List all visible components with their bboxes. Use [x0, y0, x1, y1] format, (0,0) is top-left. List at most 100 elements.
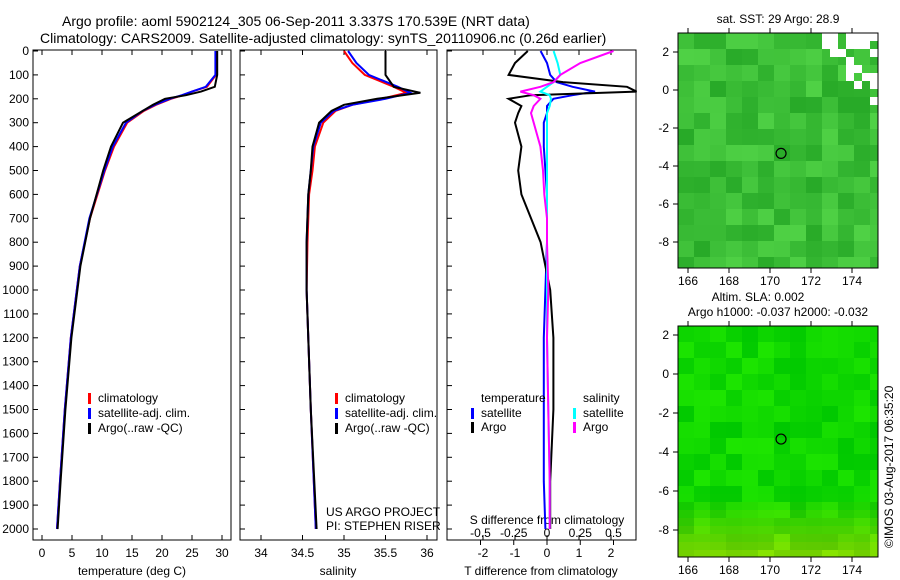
- s-sat-legend-label: satellite: [583, 406, 624, 420]
- map-cell: [734, 73, 742, 81]
- map-cell: [814, 358, 822, 366]
- map-cell: [774, 65, 782, 73]
- s-axis-tick-label: 0.5: [605, 526, 622, 540]
- map-cell: [694, 57, 702, 65]
- map-cell: [774, 177, 782, 185]
- map-cell: [854, 113, 862, 121]
- map-cell: [758, 57, 766, 65]
- map-cell: [774, 201, 782, 209]
- map-cell: [854, 185, 862, 193]
- map-cell: [790, 334, 798, 342]
- map-cell: [694, 225, 702, 233]
- map-cell: [846, 462, 854, 470]
- y-tick-label: 2000: [2, 522, 29, 536]
- map-cell: [758, 65, 766, 73]
- map-cell: [678, 161, 686, 169]
- map-cell: [694, 494, 702, 502]
- series-line-satellite-adj--clim-: [305, 50, 414, 530]
- map-y-tick-label: -2: [658, 406, 669, 420]
- y-tick-label: 700: [9, 211, 29, 225]
- map-cell: [742, 430, 750, 438]
- map-cell: [702, 462, 710, 470]
- map-cell: [822, 526, 830, 534]
- map-cell: [702, 366, 710, 374]
- x-tick-label: -1: [510, 546, 521, 560]
- map-cell: [814, 89, 822, 97]
- map-cell: [774, 185, 782, 193]
- map-cell: [806, 358, 814, 366]
- map-cell: [758, 185, 766, 193]
- map-cell: [838, 518, 846, 526]
- temp-legend-label: satellite-adj. clim.: [98, 406, 190, 420]
- map-cell: [790, 49, 798, 57]
- map-cell: [782, 462, 790, 470]
- map-cell: [838, 462, 846, 470]
- map-cell: [806, 342, 814, 350]
- map-cell: [694, 550, 702, 557]
- map-cell: [734, 414, 742, 422]
- map-cell: [710, 89, 718, 97]
- y-tick-label: 1000: [2, 283, 29, 297]
- y-tick-label: 0: [22, 44, 29, 58]
- map-cell: [790, 414, 798, 422]
- map-cell: [798, 209, 806, 217]
- map-cell: [846, 185, 854, 193]
- map-cell: [694, 73, 702, 81]
- map-cell: [830, 406, 838, 414]
- map-cell: [798, 121, 806, 129]
- map-cell: [806, 257, 814, 265]
- map-x-tick-label: 174: [842, 563, 862, 577]
- map-cell: [758, 89, 766, 97]
- map-cell: [862, 534, 870, 542]
- map-cell: [814, 398, 822, 406]
- map-cell: [758, 502, 766, 510]
- map-cell: [782, 454, 790, 462]
- map-cell: [806, 438, 814, 446]
- map-x-tick-label: 166: [678, 274, 698, 288]
- map-cell: [838, 33, 846, 41]
- map-cell: [822, 414, 830, 422]
- map-cell: [862, 249, 870, 257]
- map-cell: [710, 406, 718, 414]
- map-cell: [822, 193, 830, 201]
- map-cell: [766, 478, 774, 486]
- map-cell: [854, 542, 862, 550]
- map-cell: [750, 241, 758, 249]
- map-cell: [686, 73, 694, 81]
- map-cell: [734, 33, 742, 41]
- map-cell: [830, 550, 838, 557]
- map-cell: [678, 249, 686, 257]
- map-cell: [750, 217, 758, 225]
- map-cell: [838, 382, 846, 390]
- map-cell: [774, 462, 782, 470]
- map-cell: [870, 217, 878, 225]
- map-cell: [758, 73, 766, 81]
- map-cell: [846, 542, 854, 550]
- map-cell: [678, 510, 686, 518]
- legend-header-temperature: temperature: [481, 391, 546, 405]
- map-cell: [846, 257, 854, 265]
- map-cell: [718, 73, 726, 81]
- map-cell: [846, 217, 854, 225]
- map-cell: [710, 233, 718, 241]
- map-cell: [830, 342, 838, 350]
- map-cell: [830, 390, 838, 398]
- map-cell: [870, 326, 878, 334]
- map-cell: [806, 209, 814, 217]
- map-cell: [822, 334, 830, 342]
- map-cell: [718, 398, 726, 406]
- s-axis-tick-label: 0: [544, 526, 551, 540]
- map-cell: [846, 121, 854, 129]
- map-cell: [766, 209, 774, 217]
- map-cell: [862, 257, 870, 265]
- map-cell: [694, 33, 702, 41]
- map-cell: [750, 121, 758, 129]
- map-cell: [862, 462, 870, 470]
- y-tick-label: 1700: [2, 450, 29, 464]
- map-cell: [870, 49, 878, 57]
- y-tick-label: 1300: [2, 355, 29, 369]
- title-line-2: Climatology: CARS2009. Satellite-adjuste…: [40, 30, 607, 46]
- map-cell: [782, 129, 790, 137]
- map-cell: [838, 414, 846, 422]
- map-cell: [838, 41, 846, 49]
